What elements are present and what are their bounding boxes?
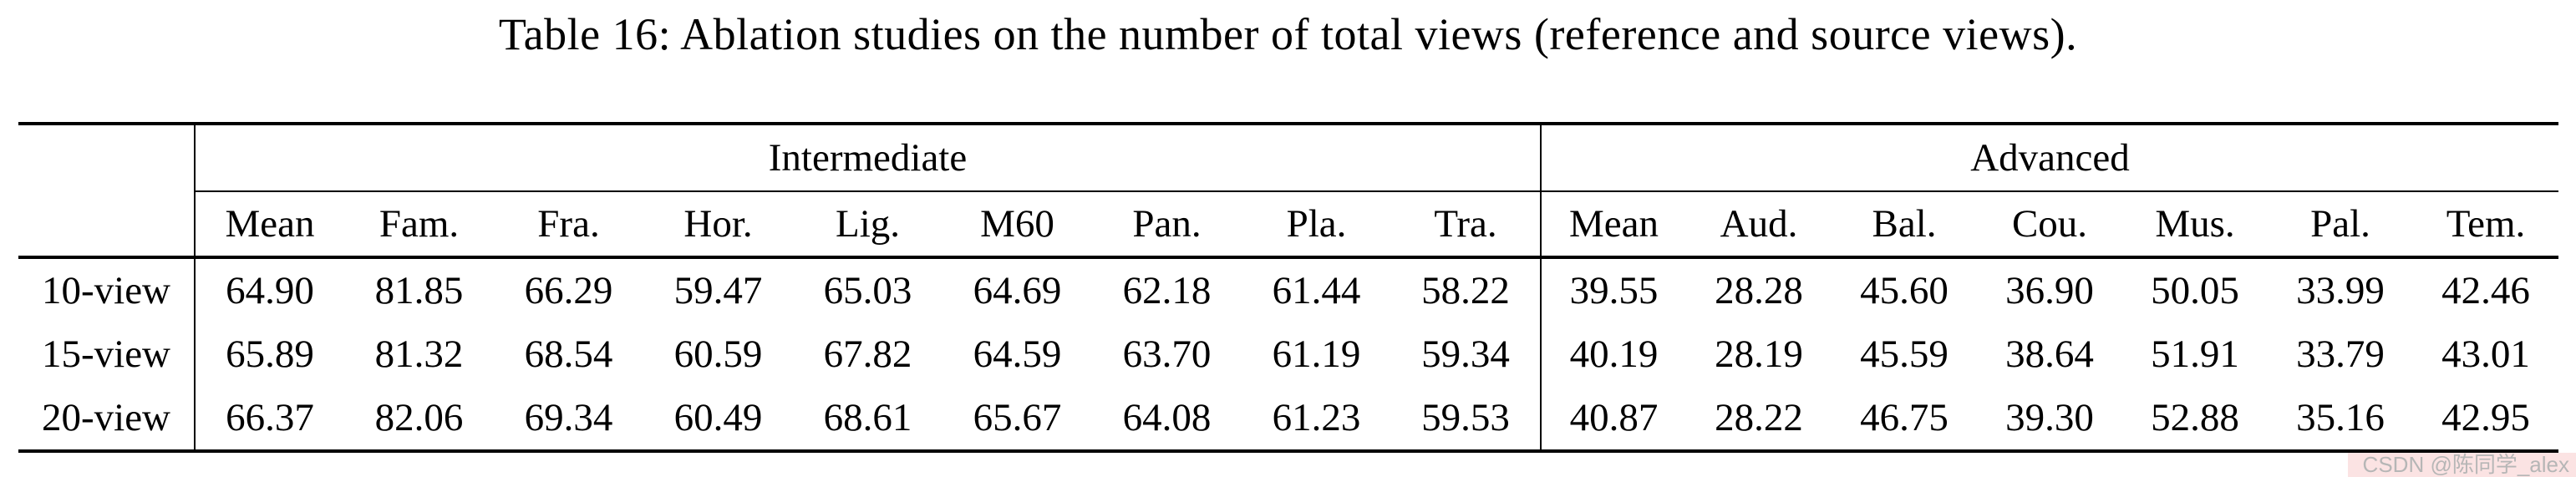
col-header-lig: Lig. bbox=[793, 191, 943, 259]
data-cell: 64.90 bbox=[226, 269, 314, 312]
table-body: 10-view 64.90 81.85 66.29 59.47 65.03 64.69 62.… bbox=[18, 257, 2559, 453]
data-cell: 39.30 bbox=[1977, 386, 2122, 453]
column-header-row: Mean Fam. Fra. Hor. Lig. M60 Pan. Pla. Tra. Mean A… bbox=[18, 191, 2559, 259]
data-cell: 60.59 bbox=[673, 332, 763, 376]
row-label: 20-view bbox=[18, 386, 196, 453]
col-header-fra: Fra. bbox=[494, 191, 643, 259]
data-cell: 64.59 bbox=[973, 332, 1062, 376]
data-cell: 66.29 bbox=[524, 269, 613, 312]
data-cell: 61.19 bbox=[1272, 332, 1361, 376]
col-header-fam: Fam. bbox=[344, 191, 494, 259]
col-header-pla: Pla. bbox=[1242, 191, 1391, 259]
data-cell: 59.47 bbox=[673, 269, 763, 312]
data-cell: 45.59 bbox=[1860, 332, 1949, 376]
data-cell: 64.69 bbox=[973, 269, 1062, 312]
data-cell: 46.75 bbox=[1832, 386, 1977, 453]
col-header-mean: Mean bbox=[195, 191, 344, 259]
data-cell: 65.67 bbox=[943, 386, 1092, 453]
data-cell: 65.89 bbox=[226, 332, 314, 376]
data-cell: 40.19 bbox=[1569, 332, 1659, 376]
row-label: 15-view bbox=[18, 322, 196, 386]
data-cell: 69.34 bbox=[494, 386, 643, 453]
col-header-pal: Pal. bbox=[2268, 191, 2413, 259]
col-header-tem: Tem. bbox=[2413, 191, 2559, 259]
col-header-m60: M60 bbox=[943, 191, 1092, 259]
data-cell: 33.99 bbox=[2296, 269, 2385, 312]
col-header-hor: Hor. bbox=[643, 191, 793, 259]
data-cell: 51.91 bbox=[2151, 332, 2239, 376]
data-cell: 42.46 bbox=[2441, 269, 2530, 312]
col-header-mean: Mean bbox=[1541, 191, 1686, 259]
data-cell: 59.34 bbox=[1391, 322, 1542, 386]
data-cell: 81.85 bbox=[374, 269, 464, 312]
data-cell: 39.55 bbox=[1569, 269, 1659, 312]
data-cell: 65.03 bbox=[823, 269, 912, 312]
data-cell: 66.37 bbox=[195, 386, 344, 453]
data-cell: 28.19 bbox=[1715, 332, 1803, 376]
row-label-header bbox=[18, 191, 196, 259]
col-header-aud: Aud. bbox=[1686, 191, 1832, 259]
data-cell: 61.23 bbox=[1242, 386, 1391, 453]
data-cell: 64.08 bbox=[1092, 386, 1242, 453]
table-row: 15-view 65.89 81.32 68.54 60.59 67.82 64.59 63.… bbox=[18, 322, 2558, 386]
data-cell: 82.06 bbox=[344, 386, 494, 453]
data-cell: 50.05 bbox=[2151, 269, 2239, 312]
data-cell: 38.64 bbox=[2005, 332, 2094, 376]
data-cell: 33.79 bbox=[2296, 332, 2385, 376]
data-cell: 58.22 bbox=[1391, 257, 1542, 322]
data-cell: 28.22 bbox=[1686, 386, 1832, 453]
data-cell: 35.16 bbox=[2268, 386, 2413, 453]
data-cell: 59.53 bbox=[1391, 386, 1542, 453]
corner-cell bbox=[18, 122, 196, 191]
data-cell: 63.70 bbox=[1122, 332, 1212, 376]
data-cell: 81.32 bbox=[374, 332, 464, 376]
col-header-pan: Pan. bbox=[1092, 191, 1242, 259]
table-row: 20-view 66.37 82.06 69.34 60.49 68.61 65.67 64.… bbox=[18, 386, 2559, 453]
row-label: 10-view bbox=[18, 257, 196, 322]
group-header-row: Intermediate Advanced bbox=[18, 122, 2559, 192]
csdn-watermark: CSDN @陈同学_alex bbox=[2347, 453, 2576, 477]
group-header-advanced: Advanced bbox=[1541, 122, 2559, 192]
data-cell: 62.18 bbox=[1122, 269, 1212, 312]
data-cell: 52.88 bbox=[2122, 386, 2268, 453]
data-cell: 45.60 bbox=[1860, 269, 1949, 312]
data-cell: 68.61 bbox=[793, 386, 943, 453]
table-head: Intermediate Advanced Mean Fam. Fra. Hor. Li… bbox=[18, 122, 2559, 259]
ablation-table: Intermediate Advanced Mean Fam. Fra. Hor. Li… bbox=[18, 122, 2559, 453]
data-cell: 67.82 bbox=[823, 332, 912, 376]
table-row: 10-view 64.90 81.85 66.29 59.47 65.03 64.69 62.… bbox=[18, 257, 2558, 322]
data-cell: 61.44 bbox=[1272, 269, 1361, 312]
data-cell: 36.90 bbox=[2005, 269, 2094, 312]
data-cell: 68.54 bbox=[524, 332, 613, 376]
col-header-bal: Bal. bbox=[1832, 191, 1977, 259]
col-header-tra: Tra. bbox=[1391, 191, 1542, 259]
data-cell: 28.28 bbox=[1715, 269, 1803, 312]
data-cell: 43.01 bbox=[2441, 332, 2530, 376]
table-caption: Table 16: Ablation studies on the number… bbox=[498, 9, 2078, 59]
data-cell: 42.95 bbox=[2413, 386, 2559, 453]
data-cell: 40.87 bbox=[1541, 386, 1686, 453]
data-cell: 60.49 bbox=[643, 386, 793, 453]
col-header-cou: Cou. bbox=[1977, 191, 2122, 259]
col-header-mus: Mus. bbox=[2122, 191, 2268, 259]
group-header-intermediate: Intermediate bbox=[195, 122, 1542, 192]
